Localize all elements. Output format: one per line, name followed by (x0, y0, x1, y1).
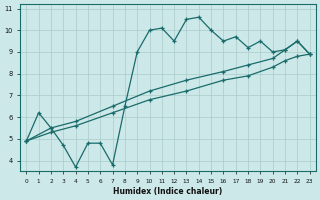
X-axis label: Humidex (Indice chaleur): Humidex (Indice chaleur) (113, 187, 223, 196)
